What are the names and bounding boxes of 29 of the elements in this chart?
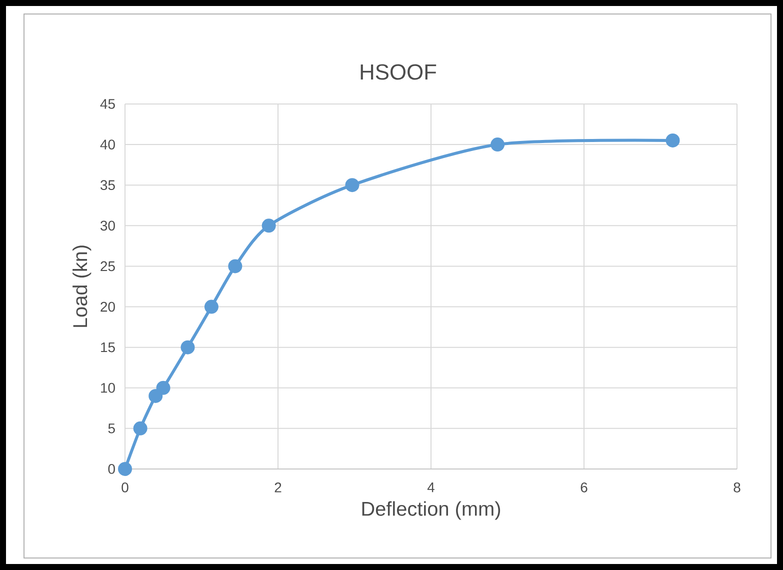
point	[666, 133, 680, 148]
point	[204, 300, 218, 314]
x-tick-label: 6	[580, 482, 588, 492]
y-tick-label: 15	[101, 342, 115, 352]
point	[345, 178, 360, 192]
y-tick-label: 35	[100, 180, 115, 190]
point	[228, 259, 242, 274]
y-tick-label: 30	[100, 220, 115, 231]
point	[156, 380, 170, 395]
y-tick-label: 5	[108, 424, 115, 434]
point	[148, 388, 163, 403]
point	[118, 462, 132, 476]
x-tick-label: 2	[274, 482, 282, 492]
x-tick-label: 8	[734, 482, 740, 492]
y-tick-label: 45	[100, 99, 115, 109]
point	[180, 340, 195, 354]
x-axis-title: Deflection (mm)	[362, 501, 500, 520]
point	[262, 218, 276, 233]
y-tick-label: 40	[100, 140, 115, 150]
x-tick-label: 0	[122, 482, 128, 492]
y-tick-label: 25	[100, 261, 115, 272]
y-tick-label: 10	[101, 382, 115, 393]
x-tick-label: 4	[427, 482, 434, 492]
chart-title: HSOOF	[360, 64, 436, 80]
point	[133, 421, 148, 436]
y-tick-label: 20	[100, 302, 115, 312]
point	[490, 138, 505, 152]
y-tick-label: 0	[108, 464, 115, 474]
y-axis-title: Load (kn)	[72, 246, 92, 327]
